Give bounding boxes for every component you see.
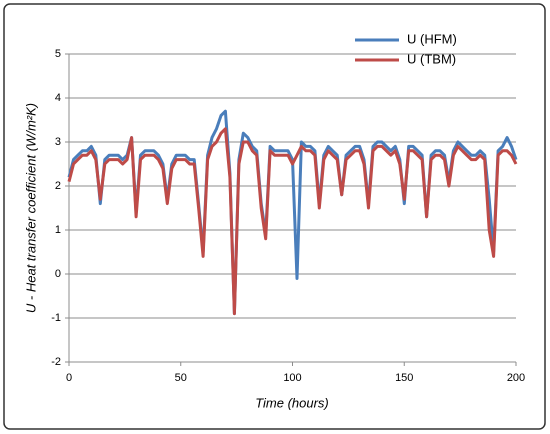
- y-tick-label: -1: [51, 312, 61, 324]
- y-tick-label: 4: [55, 92, 61, 104]
- x-tick-label: 200: [507, 372, 525, 384]
- y-axis-label: U - Heat transfer coefficient (W/m²K): [23, 103, 38, 313]
- chart-border: [3, 3, 546, 430]
- series-line: [67, 127, 518, 316]
- x-tick-label: 50: [175, 372, 187, 384]
- y-tick-label: 0: [55, 268, 61, 280]
- x-tick-label: 100: [283, 372, 301, 384]
- y-tick-label: 5: [55, 48, 61, 60]
- y-tick-label: 3: [55, 136, 61, 148]
- y-tick-label: 1: [55, 224, 61, 236]
- legend-label: U (TBM): [407, 51, 456, 66]
- y-tick-label: -2: [51, 356, 61, 368]
- series-line: [67, 109, 518, 316]
- x-axis-label: Time (hours): [255, 395, 329, 410]
- x-tick-label: 150: [395, 372, 413, 384]
- x-tick-label: 0: [66, 372, 72, 384]
- y-tick-label: 2: [55, 180, 61, 192]
- legend-label: U (HFM): [407, 31, 457, 46]
